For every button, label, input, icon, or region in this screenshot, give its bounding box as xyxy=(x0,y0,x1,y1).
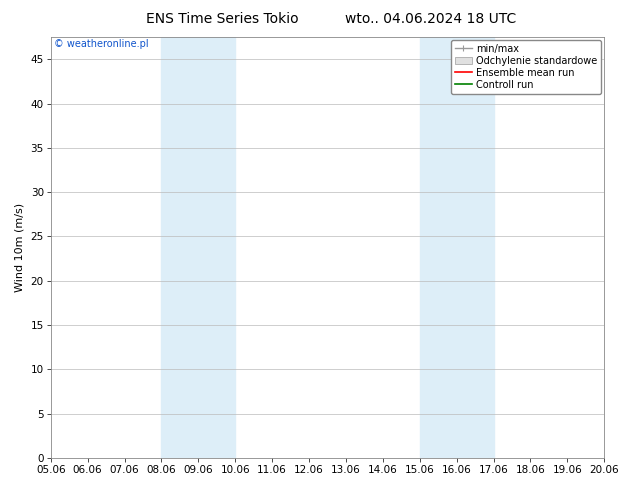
Bar xyxy=(162,37,235,458)
Bar xyxy=(420,37,493,458)
Text: ENS Time Series Tokio: ENS Time Series Tokio xyxy=(146,12,298,26)
Text: © weatheronline.pl: © weatheronline.pl xyxy=(53,39,148,49)
Text: wto.. 04.06.2024 18 UTC: wto.. 04.06.2024 18 UTC xyxy=(346,12,517,26)
Y-axis label: Wind 10m (m/s): Wind 10m (m/s) xyxy=(15,203,25,292)
Legend: min/max, Odchylenie standardowe, Ensemble mean run, Controll run: min/max, Odchylenie standardowe, Ensembl… xyxy=(451,40,601,94)
